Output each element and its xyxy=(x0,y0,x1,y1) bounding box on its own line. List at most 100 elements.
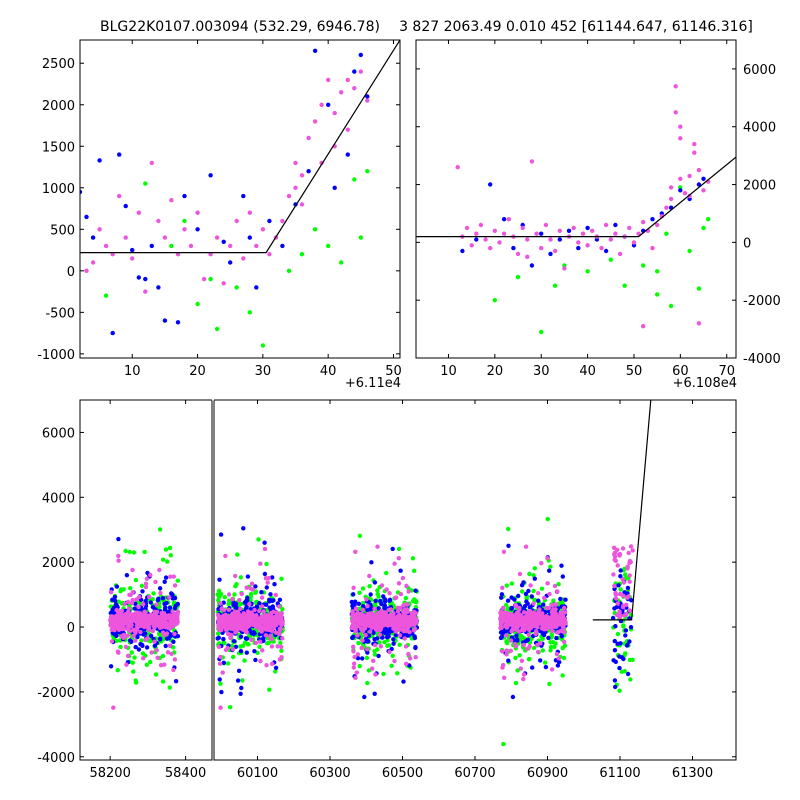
bottom-blue-point xyxy=(391,641,396,646)
bottom-blue-point xyxy=(541,602,546,607)
bottom-blue-point xyxy=(532,576,537,581)
bottom-magenta-point xyxy=(552,583,558,589)
bottom-magenta-point xyxy=(263,615,268,620)
bottom-green-point xyxy=(617,688,622,693)
bottom-blue-point xyxy=(133,644,138,650)
top-left-blue-point xyxy=(195,227,200,232)
bottom-blue-point xyxy=(133,601,138,606)
bottom-magenta-point xyxy=(560,622,566,627)
bottom-magenta-point xyxy=(277,657,283,662)
bottom-blue-point xyxy=(373,598,378,604)
top-left-magenta-point xyxy=(182,227,187,232)
bottom-green-point xyxy=(506,526,511,532)
bottom-magenta-point xyxy=(134,597,139,602)
bottom-magenta-point xyxy=(221,607,227,613)
top-right-magenta-point xyxy=(506,217,511,222)
bottom-green-point xyxy=(509,581,515,586)
bottom-magenta-point xyxy=(237,597,242,603)
bottom-magenta-point xyxy=(234,628,239,634)
bottom-magenta-point xyxy=(116,622,121,627)
bottom-blue-point xyxy=(162,579,167,584)
bottom-blue-point xyxy=(157,636,163,641)
bottom-magenta-point xyxy=(244,585,249,590)
bottom-blue-point xyxy=(371,630,376,636)
bottom-blue-point xyxy=(270,598,275,603)
bottom-magenta-point xyxy=(143,581,149,586)
top-left-magenta-point xyxy=(143,289,148,294)
bottom-blue-point xyxy=(391,637,396,642)
top-right-magenta-point xyxy=(557,228,562,233)
top-left-magenta-point xyxy=(228,243,233,249)
top-right-magenta-point xyxy=(678,176,683,181)
bottom-magenta-point xyxy=(508,648,513,653)
bottom-magenta-point xyxy=(504,633,509,638)
bottom-magenta-point xyxy=(221,624,226,629)
top-left-green-point xyxy=(143,181,148,186)
bottom-magenta-point xyxy=(124,617,130,622)
bottom-magenta-point xyxy=(372,606,377,611)
bottom-blue-point xyxy=(233,644,239,649)
top-right-magenta-point xyxy=(603,222,609,228)
bottom-magenta-point xyxy=(393,629,398,634)
bottom-green-point xyxy=(160,653,166,659)
bottom-blue-point xyxy=(167,605,173,610)
bottom-blue-point xyxy=(355,656,361,661)
top-left-magenta-point xyxy=(201,276,207,282)
bottom-magenta-point xyxy=(621,593,626,598)
bottom-blue-point xyxy=(148,600,153,605)
bottom-magenta-point xyxy=(354,670,359,675)
bottom-blue-point xyxy=(625,585,631,591)
bottom-blue-point xyxy=(221,660,226,665)
bottom-blue-point xyxy=(611,658,616,663)
top-left-blue-point xyxy=(247,235,252,240)
bottom-magenta-point xyxy=(260,648,265,653)
top-right-plot: 10 20 30 40 50 60 70 -4000 -2000 0 2000 4000 6000 xyxy=(416,40,781,379)
bottom-blue-point xyxy=(499,595,504,600)
bottom-magenta-point xyxy=(351,585,356,590)
bottom-magenta-point xyxy=(273,592,278,598)
top-left-green-point xyxy=(339,260,344,265)
bottom-magenta-point xyxy=(219,618,224,623)
bottom-green-point xyxy=(151,591,156,596)
bottom-magenta-point xyxy=(397,627,403,632)
top-right-magenta-point xyxy=(469,243,474,248)
top-right-magenta-point xyxy=(673,110,678,115)
bottom-green-point xyxy=(395,671,400,676)
bottom-blue-point xyxy=(219,689,224,695)
bottom-magenta-point xyxy=(395,624,400,629)
bottom-magenta-point xyxy=(352,661,357,666)
bottom-magenta-point xyxy=(252,607,257,613)
bottom-magenta-point xyxy=(620,577,625,582)
bottom-magenta-point xyxy=(395,605,401,610)
bottom-magenta-point xyxy=(216,627,222,632)
bottom-green-point xyxy=(128,586,133,591)
bottom-magenta-point xyxy=(220,670,225,675)
bottom-magenta-point xyxy=(135,622,141,628)
top-left-green-point xyxy=(286,268,292,273)
bottom-magenta-point xyxy=(505,621,510,626)
bottom-green-point xyxy=(256,537,261,542)
top-right-magenta-point xyxy=(617,251,623,257)
bottom-green-point xyxy=(619,669,624,674)
bottom-magenta-point xyxy=(171,574,176,579)
bottom-blue-point xyxy=(162,601,167,607)
bottom-magenta-point xyxy=(248,586,253,591)
top-left-blue-point xyxy=(117,152,122,157)
bottom-green-point xyxy=(240,678,245,683)
bottom-blue-point xyxy=(612,638,617,644)
bottom-magenta-point xyxy=(159,614,164,619)
bottom-magenta-point xyxy=(370,611,375,616)
bottom-magenta-point xyxy=(500,665,505,670)
bottom-xtick-label: 60900 xyxy=(527,766,568,781)
bottom-blue-point xyxy=(382,605,387,611)
bottom-green-point xyxy=(385,643,390,648)
top-left-blue-point xyxy=(149,243,154,249)
bottom-magenta-point xyxy=(613,596,619,601)
bottom-magenta-point xyxy=(257,608,262,614)
bottom-blue-point xyxy=(619,655,625,660)
bottom-magenta-point xyxy=(387,649,392,655)
top-right-magenta-point xyxy=(585,243,590,248)
bottom-green-point xyxy=(531,588,536,594)
bottom-magenta-point xyxy=(406,651,411,657)
